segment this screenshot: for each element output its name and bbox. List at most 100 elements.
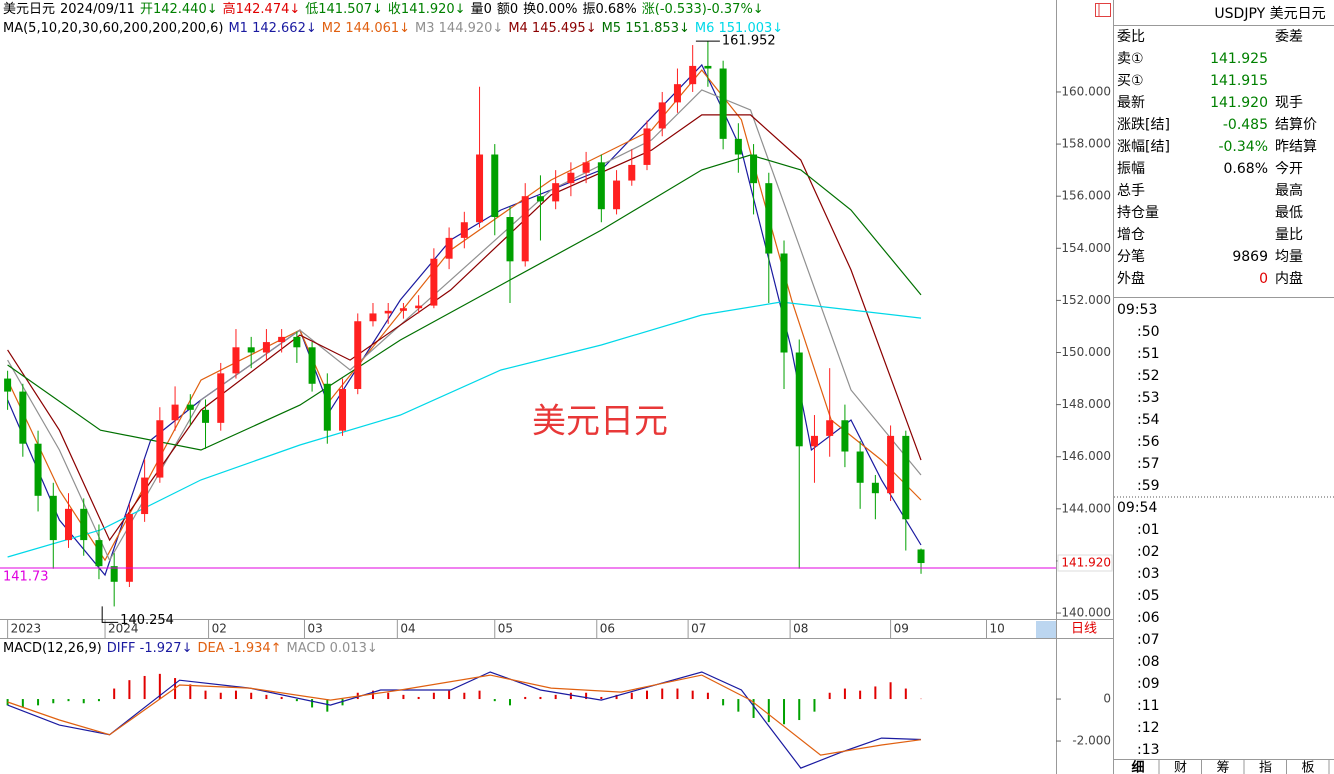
- info-item: 收141.920↓: [387, 2, 466, 17]
- y-tick-label: 154.000: [1061, 241, 1111, 255]
- info-item: 开142.440↓: [139, 2, 218, 17]
- info-item: 振0.68%: [582, 2, 637, 17]
- candle-body: [217, 373, 225, 423]
- tick-time: 09:54: [1117, 500, 1157, 516]
- candle-body: [780, 253, 788, 353]
- candle-body: [430, 258, 438, 306]
- candle-body: [567, 172, 575, 184]
- candle-body: [887, 435, 895, 494]
- quote-label: 持仓量: [1117, 205, 1159, 221]
- candle-body: [34, 443, 42, 496]
- tab[interactable]: 指: [1259, 761, 1272, 774]
- legend-entry: M5 151.853↓: [601, 21, 690, 36]
- quote-label: 内盘: [1275, 270, 1303, 287]
- candle-body: [4, 378, 12, 392]
- scroll-thumb[interactable]: [1036, 621, 1056, 638]
- x-tick-label: 09: [894, 622, 909, 636]
- legend-entry: DEA -1.934↑: [197, 641, 282, 656]
- window-icon[interactable]: [1095, 3, 1111, 17]
- quote-label: 委差: [1275, 29, 1303, 45]
- candle-body: [186, 404, 194, 410]
- info-item: 换0.00%: [523, 2, 578, 17]
- tick-time: :52: [1137, 368, 1160, 384]
- quote-label: 量比: [1275, 227, 1303, 243]
- legend-entry: M6 151.003↓: [694, 21, 784, 36]
- candle-body: [795, 352, 803, 447]
- legend-entry: MACD 0.013↓: [286, 641, 378, 656]
- watermark: 美元日元: [532, 402, 668, 442]
- candle-body: [597, 162, 605, 210]
- quote-label: 均量: [1275, 249, 1303, 265]
- candle-body: [673, 84, 681, 103]
- candle-body: [552, 183, 560, 202]
- macd-legend: MACD(12,26,9) DIFF -1.927↓ DEA -1.934↑ MACD…: [3, 641, 383, 657]
- candle-body: [95, 540, 103, 567]
- quote-value: 9869: [1232, 249, 1268, 265]
- y-tick-label: 144.000: [1061, 501, 1111, 515]
- quote-label: 分笔: [1117, 249, 1145, 265]
- indicator-line: [7, 671, 922, 769]
- tick-time: :57: [1137, 456, 1160, 472]
- tick-time: :50: [1137, 324, 1160, 340]
- y-tick-label: 150.000: [1061, 345, 1111, 359]
- tick-time: :06: [1137, 610, 1160, 626]
- legend-entry: M2 144.061↓: [321, 21, 411, 36]
- info-item: 涨(-0.533)-0.37%↓: [641, 2, 764, 17]
- candle-body: [323, 383, 331, 431]
- quote-label: 外盘: [1117, 270, 1145, 287]
- y-tick-label: 148.000: [1061, 397, 1111, 411]
- x-tick-label: 2024: [108, 622, 139, 636]
- legend-entry: DIFF -1.927↓: [106, 641, 193, 656]
- info-item: 美元日元: [3, 2, 56, 17]
- candle-body: [308, 347, 316, 384]
- y-tick-label: 146.000: [1061, 449, 1111, 463]
- candle-body: [658, 102, 666, 129]
- low-label: 140.254: [120, 613, 174, 628]
- indicator-line: [7, 674, 922, 756]
- y-tick-label: 152.000: [1061, 293, 1111, 307]
- indicator-line: [7, 63, 922, 577]
- quote-value: -0.34%: [1218, 139, 1268, 155]
- tab[interactable]: 筹: [1216, 760, 1229, 774]
- tab[interactable]: 板: [1301, 761, 1314, 774]
- candle-body: [65, 508, 73, 541]
- tab[interactable]: 财: [1174, 761, 1187, 774]
- quote-label: 涨跌[结]: [1117, 117, 1170, 133]
- candle-body: [536, 196, 544, 202]
- tab[interactable]: 细: [1131, 760, 1144, 774]
- candle-body: [643, 128, 651, 165]
- quote-label: 最新: [1117, 95, 1145, 111]
- candle-body: [293, 336, 301, 348]
- candle-body: [278, 336, 286, 343]
- tick-time: :07: [1137, 632, 1160, 648]
- candle-body: [247, 347, 255, 353]
- candle-body: [125, 514, 133, 582]
- legend-entry: M1 142.662↓: [228, 21, 317, 36]
- candle-body: [917, 549, 925, 564]
- tick-time: :54: [1137, 412, 1160, 428]
- quote-value: 141.925: [1210, 51, 1268, 67]
- y-tick-label: 158.000: [1061, 137, 1111, 151]
- last-price-box: [1057, 554, 1113, 572]
- period-label[interactable]: 日线: [1071, 622, 1097, 637]
- y-tick-label: 0: [1103, 692, 1111, 706]
- candle-body: [339, 388, 347, 431]
- indicator-line: [7, 154, 922, 451]
- candle-body: [232, 347, 240, 374]
- info-item: 量0: [470, 2, 492, 17]
- info-item: 2024/09/11: [60, 2, 135, 17]
- ma-label: MA(5,10,20,30,60,200,200,200,6): [3, 21, 224, 36]
- candle-body: [399, 308, 407, 311]
- tick-time: :12: [1137, 720, 1160, 736]
- quote-label: 昨结算: [1275, 139, 1317, 155]
- candle-body: [460, 222, 468, 238]
- quote-label: 结算价: [1275, 117, 1317, 133]
- tick-time: :56: [1137, 434, 1160, 450]
- quote-value: 0.68%: [1224, 161, 1268, 177]
- candle-body: [354, 321, 362, 389]
- legend-entry: M3 144.920↓: [415, 21, 504, 36]
- candle-body: [506, 217, 514, 262]
- quote-label: 卖①: [1117, 51, 1144, 67]
